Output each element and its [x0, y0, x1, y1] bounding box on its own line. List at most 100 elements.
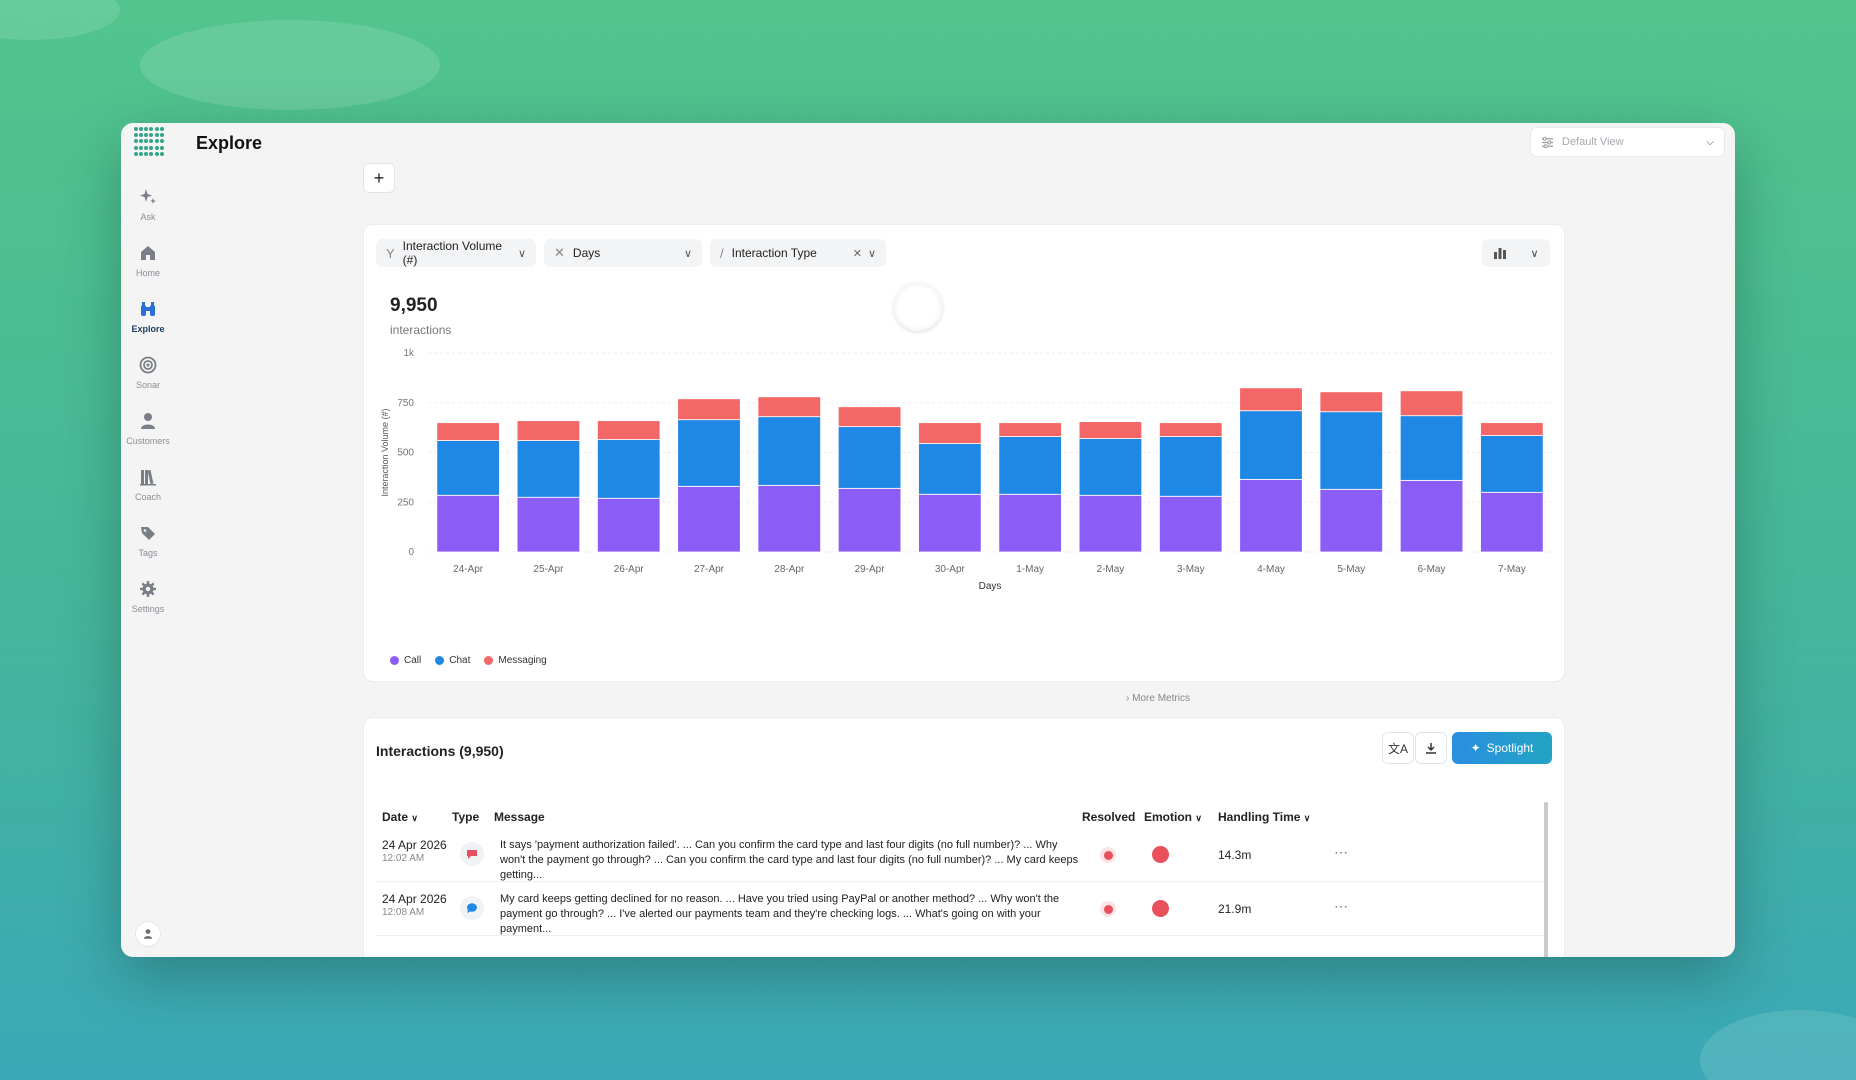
app-logo[interactable] [134, 127, 164, 157]
bar-messaging [837, 406, 902, 428]
bar-chat [1239, 410, 1303, 480]
legend-item-chat[interactable]: Chat [435, 655, 470, 666]
translate-icon: 文A [1387, 741, 1408, 756]
add-widget-button[interactable]: + [363, 163, 395, 193]
sidebar-item-settings[interactable]: Settings [121, 579, 175, 614]
row-date: 24 Apr 2026 [382, 892, 447, 906]
bar-call [757, 484, 821, 553]
row-more-button[interactable]: ⋯ [1334, 844, 1349, 860]
legend-item-messaging[interactable]: Messaging [484, 655, 547, 666]
chevron-down-icon: ∨ [1195, 813, 1202, 823]
clear-icon[interactable]: ✕ [852, 247, 862, 260]
sidebar-item-coach[interactable]: Coach [121, 467, 175, 502]
slash-icon: / [720, 245, 724, 261]
x-tick-label: 2-May [1097, 564, 1125, 575]
bar-chat [918, 443, 982, 495]
x-tick-label: 4-May [1257, 564, 1285, 575]
legend-swatch [435, 656, 445, 665]
interactions-table-card: Interactions (9,950) 文A ✦ Spotlight Date… [363, 717, 1565, 957]
app-window: Ask Home Explore Sonar Customers Coach T… [121, 123, 1735, 957]
total-value: 9,950 [390, 295, 438, 316]
books-icon [140, 469, 156, 486]
y-tick-label: 500 [397, 448, 414, 459]
x-tick-label: 1-May [1016, 564, 1044, 575]
column-header-type: Type [452, 810, 480, 824]
type-messaging-icon [460, 842, 484, 866]
bar-messaging [998, 422, 1062, 437]
y-metric-selector[interactable]: Y Interaction Volume (#) ∨ [376, 239, 536, 267]
bar-chat [677, 419, 741, 487]
chevron-down-icon: ∨ [683, 247, 692, 260]
translate-button[interactable]: 文A [1382, 732, 1414, 764]
chart-legend: Call Chat Messaging [390, 655, 547, 666]
bar-messaging [597, 420, 661, 440]
table-row[interactable]: 24 Apr 2026 12:08 AM My card keeps getti… [376, 882, 1546, 936]
breakdown-label: Interaction Type [731, 246, 817, 260]
more-metrics-toggle[interactable]: › More Metrics [1126, 693, 1190, 704]
bar-chat [1078, 438, 1143, 496]
spotlight-button[interactable]: ✦ Spotlight [1452, 732, 1552, 764]
chart-card: Y Interaction Volume (#) ∨ ✕ Days ∨ / In… [363, 224, 1565, 682]
sidebar-item-label: Home [135, 268, 160, 278]
cursor-indicator [894, 283, 942, 331]
view-selector-label: Default View [1562, 136, 1624, 148]
chevron-down-icon: ⌵ [1706, 136, 1714, 148]
bar-messaging [918, 422, 982, 444]
x-axis-icon: ✕ [554, 245, 565, 260]
x-tick-label: 3-May [1177, 564, 1205, 575]
total-unit: interactions [390, 323, 452, 337]
y-tick-label: 0 [408, 547, 414, 558]
x-axis-label: Days [979, 581, 1002, 592]
x-dimension-label: Days [572, 246, 601, 260]
x-dimension-selector[interactable]: ✕ Days ∨ [544, 239, 702, 267]
sidebar-item-label: Settings [131, 604, 165, 614]
row-message: My card keeps getting declined for no re… [500, 893, 1060, 935]
table-title: Interactions (9,950) [376, 743, 504, 759]
unresolved-icon [1100, 847, 1116, 863]
sidebar-item-tags[interactable]: Tags [121, 523, 175, 558]
bar-messaging [1078, 421, 1143, 439]
interaction-volume-chart: 0 250 500 750 1k Interaction Volume (#) 24-Apr… [380, 348, 1552, 592]
column-header-date[interactable]: Date ∨ [382, 810, 418, 824]
table-scrollbar[interactable] [1544, 802, 1548, 957]
sidebar-item-explore[interactable]: Explore [121, 299, 175, 334]
sidebar-item-sonar[interactable]: Sonar [121, 355, 175, 390]
legend-label: Call [404, 655, 422, 666]
breakdown-selector[interactable]: / Interaction Type ✕ ∨ [710, 239, 886, 267]
row-more-button[interactable]: ⋯ [1334, 898, 1349, 914]
more-metrics-label: More Metrics [1132, 693, 1190, 704]
bar-call [1480, 491, 1544, 553]
x-tick-label: 6-May [1418, 564, 1446, 575]
bar-chat [998, 436, 1062, 495]
download-button[interactable] [1415, 732, 1447, 764]
bar-call [1399, 479, 1464, 553]
bar-messaging [1480, 422, 1544, 436]
chart-type-selector[interactable]: ∨ [1482, 239, 1550, 267]
sidebar-item-customers[interactable]: Customers [121, 411, 175, 446]
x-tick-label: 5-May [1337, 564, 1365, 575]
sidebar-item-label: Explore [131, 324, 165, 334]
chevron-down-icon: ∨ [411, 813, 418, 823]
row-time: 12:08 AM [382, 907, 425, 918]
column-header-handling-time[interactable]: Handling Time ∨ [1218, 810, 1311, 824]
view-selector[interactable]: Default View ⌵ [1530, 127, 1725, 157]
bar-call [677, 485, 741, 553]
legend-swatch [484, 656, 494, 665]
chevron-down-icon: ∨ [867, 247, 876, 260]
sidebar-item-ask[interactable]: Ask [121, 187, 175, 222]
bar-call [1239, 478, 1303, 553]
bar-call [436, 494, 500, 553]
column-header-emotion[interactable]: Emotion ∨ [1144, 810, 1202, 824]
bar-chat [1480, 435, 1544, 493]
y-tick-label: 750 [397, 398, 414, 409]
bar-messaging [436, 422, 500, 441]
table-row[interactable]: 24 Apr 2026 12:02 AM It says 'payment au… [376, 828, 1546, 882]
y-metric-label: Interaction Volume (#) [402, 239, 503, 267]
bar-call [998, 493, 1062, 553]
bar-messaging [1159, 422, 1223, 437]
sidebar-item-home[interactable]: Home [121, 243, 175, 278]
bar-call [1319, 488, 1383, 553]
legend-item-call[interactable]: Call [390, 655, 421, 666]
chevron-down-icon: ∨ [517, 247, 526, 260]
user-profile-button[interactable] [135, 921, 161, 947]
